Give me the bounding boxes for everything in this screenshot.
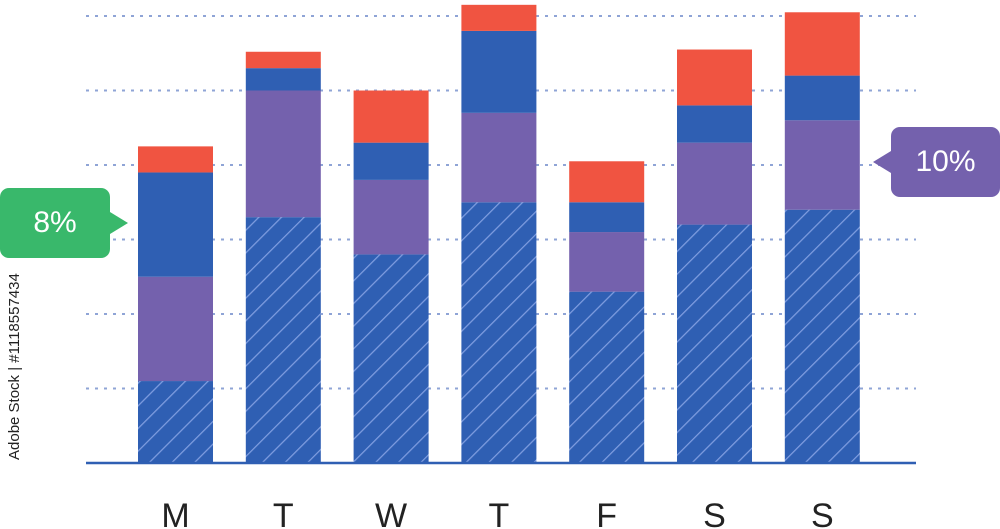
bar-segment — [784, 209, 860, 463]
callout-left-badge: 8% — [0, 188, 128, 258]
bar-segment — [677, 224, 752, 463]
bar-segment — [569, 161, 645, 203]
bar-segment — [569, 202, 645, 233]
bar-segment — [353, 90, 429, 143]
bar-segment — [461, 30, 537, 113]
bar-segment — [245, 51, 321, 69]
bar-segment — [569, 232, 645, 292]
callout-right-text: 10% — [915, 145, 976, 178]
bar-segment — [784, 12, 860, 76]
bar-segment — [461, 112, 537, 203]
x-tick-label: S — [703, 497, 726, 529]
bar-segment — [677, 49, 752, 106]
bar-segment — [138, 381, 213, 463]
bar-segment — [784, 75, 860, 121]
stock-id-watermark: Adobe Stock | #1118557434 — [6, 273, 23, 460]
bar-segment — [138, 172, 213, 277]
bar-segment — [245, 90, 321, 218]
bar-segment — [677, 105, 752, 143]
x-tick-label: F — [596, 497, 617, 529]
bar-segment — [784, 120, 860, 210]
x-tick-label: W — [375, 497, 407, 529]
bar-segment — [138, 276, 213, 382]
bar-segment — [245, 217, 321, 463]
bars — [138, 4, 860, 463]
bar-segment — [569, 291, 645, 463]
x-tick-label: S — [811, 497, 834, 529]
callout-left-text: 8% — [33, 206, 77, 239]
bar-segment — [461, 202, 537, 463]
callout-right-badge: 10% — [873, 127, 1000, 197]
bar-segment — [138, 146, 213, 173]
x-tick-label: T — [489, 497, 510, 529]
bar-segment — [353, 254, 429, 463]
bar-segment — [245, 68, 321, 91]
bar-segment — [353, 142, 429, 180]
bar-segment — [461, 4, 537, 31]
x-tick-label: T — [273, 497, 294, 529]
x-tick-label: M — [161, 497, 189, 529]
bar-segment — [353, 179, 429, 255]
bar-segment — [677, 142, 752, 225]
